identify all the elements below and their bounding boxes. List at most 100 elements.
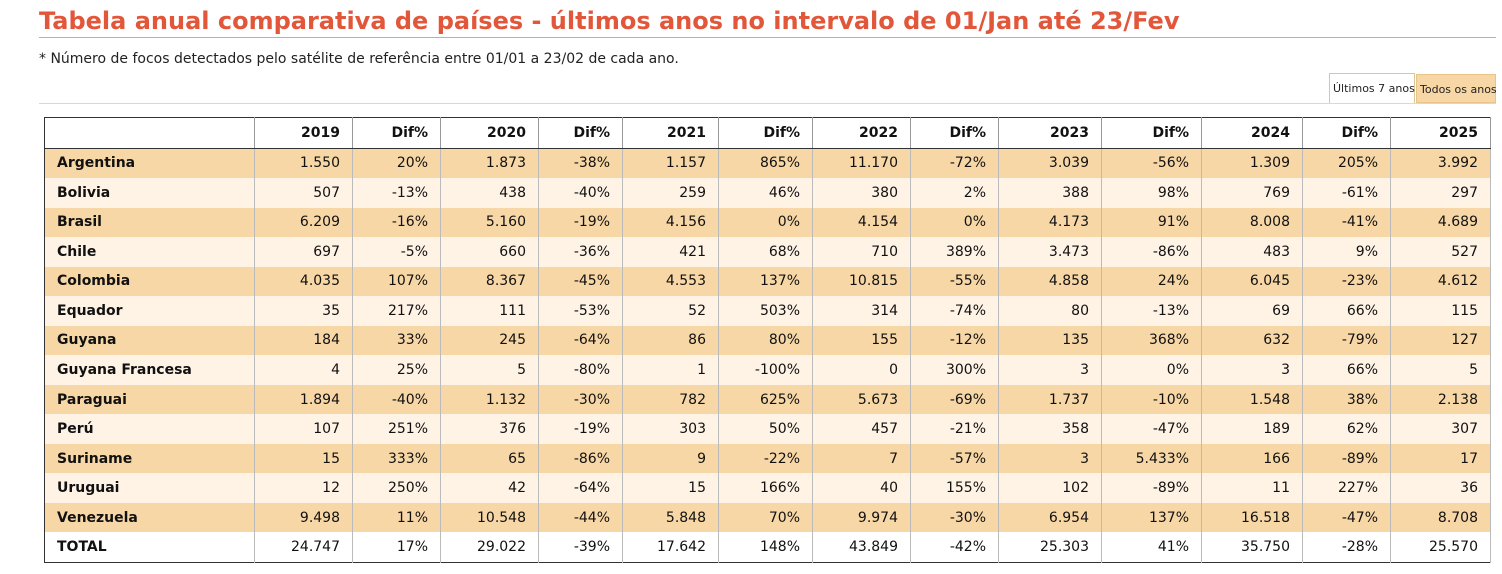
value-cell: 35 [254,296,353,326]
value-cell: 80% [718,325,813,356]
value-cell: -5% [352,237,441,267]
value-cell: -53% [538,296,623,326]
value-cell: 91% [1101,207,1202,238]
value-cell: 40 [812,473,911,503]
value-cell: 250% [352,473,441,503]
column-header: Dif% [1101,117,1202,149]
value-cell: 189 [1201,414,1303,444]
column-header-country [44,117,255,149]
value-cell: -19% [538,207,623,238]
value-cell: 307 [1390,414,1491,444]
value-cell: 16.518 [1201,502,1303,533]
value-cell: 4.035 [254,266,353,297]
value-cell: 6.045 [1201,266,1303,297]
country-name-cell: Brasil [44,207,255,238]
value-cell: 11.170 [812,148,911,179]
value-cell: 86 [622,325,719,356]
value-cell: 15 [622,473,719,503]
value-cell: -57% [910,443,999,474]
value-cell: 35.750 [1201,532,1303,563]
value-cell: -80% [538,355,623,385]
value-cell: -44% [538,502,623,533]
value-cell: -38% [538,148,623,179]
country-name-cell: Guyana Francesa [44,355,255,385]
value-cell: -12% [910,325,999,356]
value-cell: -56% [1101,148,1202,179]
value-cell: 421 [622,237,719,267]
value-cell: -74% [910,296,999,326]
value-cell: 1.737 [998,384,1102,415]
table-row: Paraguai 1.894 -40% 1.132 -30% 782 625% 5.673 -6… [44,384,1491,415]
value-cell: 9 [622,443,719,474]
value-cell: 127 [1390,325,1491,356]
value-cell: 380 [812,178,911,208]
footnote: * Número de focos detectados pelo satéli… [39,51,679,67]
value-cell: 166 [1201,443,1303,474]
value-cell: 43.849 [812,532,911,563]
country-name-cell: Bolivia [44,178,255,208]
value-cell: 25.570 [1390,532,1491,563]
value-cell: 632 [1201,325,1303,356]
value-cell: -86% [538,443,623,474]
value-cell: 38% [1302,384,1391,415]
value-cell: -79% [1302,325,1391,356]
value-cell: 25.303 [998,532,1102,563]
page-title: Tabela anual comparativa de países - últ… [39,7,1180,35]
value-cell: 65 [440,443,539,474]
table-row: Perú 107 251% 376 -19% 303 50% 457 -21% 358 -47% 18… [44,414,1491,444]
country-name-cell: Argentina [44,148,255,179]
column-header: 2025 [1390,117,1491,149]
value-cell: 62% [1302,414,1391,444]
value-cell: -86% [1101,237,1202,267]
value-cell: 300% [910,355,999,385]
value-cell: 5 [1390,355,1491,385]
value-cell: 782 [622,384,719,415]
value-cell: 155% [910,473,999,503]
column-header: Dif% [910,117,999,149]
value-cell: 333% [352,443,441,474]
column-header: Dif% [352,117,441,149]
value-cell: 1.132 [440,384,539,415]
value-cell: 205% [1302,148,1391,179]
value-cell: -64% [538,473,623,503]
value-cell: 66% [1302,296,1391,326]
table-row: Equador 35 217% 111 -53% 52 503% 314 -74% 80 -13% 6… [44,296,1491,326]
value-cell: 3.992 [1390,148,1491,179]
value-cell: 0% [718,207,813,238]
value-cell: -100% [718,355,813,385]
value-cell: -13% [1101,296,1202,326]
value-cell: 4.156 [622,207,719,238]
column-header: 2024 [1201,117,1303,149]
country-name-cell: Paraguai [44,384,255,415]
value-cell: 4 [254,355,353,385]
value-cell: 184 [254,325,353,356]
value-cell: 25% [352,355,441,385]
column-header: Dif% [1302,117,1391,149]
value-cell: 46% [718,178,813,208]
value-cell: 358 [998,414,1102,444]
table-row: Argentina 1.550 20% 1.873 -38% 1.157 865% 11.17… [44,148,1491,179]
tab-all-years[interactable]: Todos os anos [1416,74,1497,103]
value-cell: 2.138 [1390,384,1491,415]
value-cell: 8.367 [440,266,539,297]
table-row: Guyana Francesa 4 25% 5 -80% 1 -100% 0 300% 3 0% 3 6… [44,355,1491,385]
value-cell: -69% [910,384,999,415]
value-cell: 368% [1101,325,1202,356]
value-cell: 5.433% [1101,443,1202,474]
value-cell: -55% [910,266,999,297]
value-cell: 102 [998,473,1102,503]
value-cell: -41% [1302,207,1391,238]
tab-last-7-years[interactable]: Últimos 7 anos [1329,73,1415,103]
value-cell: 6.209 [254,207,353,238]
value-cell: 1.894 [254,384,353,415]
value-cell: 80 [998,296,1102,326]
value-cell: 4.173 [998,207,1102,238]
value-cell: -47% [1101,414,1202,444]
value-cell: 50% [718,414,813,444]
value-cell: -23% [1302,266,1391,297]
value-cell: 625% [718,384,813,415]
value-cell: 10.548 [440,502,539,533]
value-cell: 259 [622,178,719,208]
value-cell: 660 [440,237,539,267]
value-cell: 8.008 [1201,207,1303,238]
